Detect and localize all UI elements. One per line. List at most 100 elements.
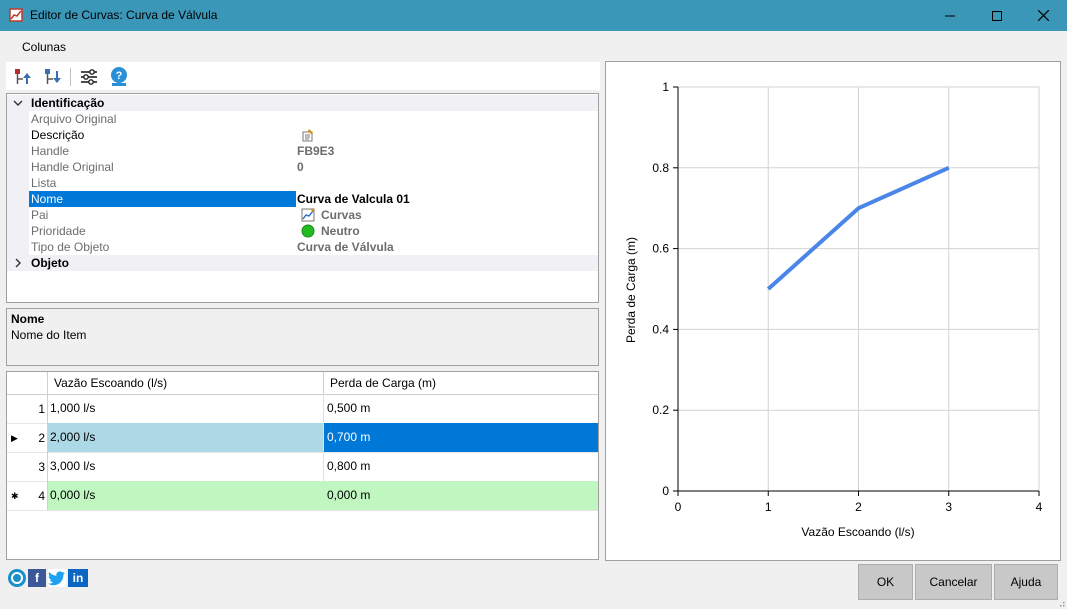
twitter-bird-icon (48, 571, 65, 586)
y-tick-label: 0.2 (652, 403, 669, 417)
cell-loss[interactable]: 0,700 m (324, 423, 598, 452)
category-objeto[interactable]: Objeto (7, 255, 598, 271)
help-dialog-button[interactable]: Ajuda (994, 564, 1058, 600)
property-name: Arquivo Original (31, 112, 117, 126)
site-link-icon[interactable] (8, 569, 26, 587)
row-gutter (7, 239, 29, 255)
chart-axes: 0 1 2 3 4 0 0.2 0.4 0.6 0.8 1 (652, 80, 1042, 514)
curve-editor-app-icon (9, 8, 23, 22)
edit-text-icon[interactable] (301, 128, 315, 142)
close-button[interactable] (1020, 0, 1066, 31)
help-button[interactable]: ? (108, 66, 130, 88)
table-row[interactable]: 3 3,000 l/s 0,800 m (7, 452, 598, 482)
cell-loss[interactable]: 0,800 m (327, 459, 371, 473)
column-header-flow[interactable]: Vazão Escoando (l/s) (48, 372, 324, 394)
property-name: Prioridade (31, 224, 86, 238)
window-title: Editor de Curvas: Curva de Válvula (30, 8, 218, 22)
row-number: 2 (38, 431, 45, 445)
resize-grip-icon[interactable] (1057, 599, 1065, 607)
property-row-arquivo-original[interactable]: Arquivo Original (7, 111, 598, 127)
property-value[interactable]: FB9E3 (297, 144, 335, 158)
property-value[interactable]: Curva de Válvula (297, 240, 394, 254)
cell-loss[interactable]: 0,000 m (324, 481, 598, 510)
property-value[interactable]: Curvas (297, 207, 597, 223)
row-gutter (7, 175, 29, 191)
cell-flow[interactable]: 3,000 l/s (48, 452, 324, 481)
property-row-prioridade[interactable]: Prioridade Neutro (7, 223, 598, 239)
chevron-right-icon[interactable] (13, 258, 23, 268)
chart-panel: 0 1 2 3 4 0 0.2 0.4 0.6 0.8 1 Vazão Escoando (l/s)… (605, 61, 1061, 561)
y-tick-label: 0.6 (652, 242, 669, 256)
minimize-button[interactable] (927, 0, 973, 31)
property-row-nome[interactable]: Nome Curva de Valcula 01 (7, 191, 598, 207)
property-value[interactable] (297, 175, 597, 191)
cancel-button[interactable]: Cancelar (915, 564, 992, 600)
y-tick-label: 0 (662, 484, 669, 498)
property-value[interactable]: Curva de Valcula 01 (297, 192, 410, 206)
minimize-icon (945, 15, 955, 16)
sliders-icon (81, 69, 97, 85)
property-value[interactable]: Neutro (297, 223, 597, 239)
property-row-handle-original[interactable]: Handle Original 0 (7, 159, 598, 175)
table-row-selected[interactable]: ▶ 2 2,000 l/s 0,700 m (7, 423, 598, 453)
chevron-down-icon[interactable] (13, 98, 23, 108)
x-tick-label: 2 (855, 500, 862, 514)
property-name: Tipo de Objeto (31, 240, 110, 254)
row-header[interactable]: 1 (7, 394, 48, 423)
row-gutter (7, 111, 29, 127)
property-row-handle[interactable]: Handle FB9E3 (7, 143, 598, 159)
close-icon (1037, 10, 1049, 21)
title-bar: Editor de Curvas: Curva de Válvula (0, 0, 1067, 31)
series-line (766, 165, 950, 291)
row-gutter (7, 127, 29, 143)
cell-loss[interactable]: 0,500 m (327, 401, 371, 415)
row-header[interactable]: ✱ 4 (7, 481, 48, 510)
table-row-new[interactable]: ✱ 4 0,000 l/s 0,000 m (7, 481, 598, 511)
y-tick-label: 0.4 (652, 322, 669, 336)
property-name: Handle (31, 144, 70, 158)
x-tick-label: 3 (945, 500, 952, 514)
table-header: Vazão Escoando (l/s) Perda de Carga (m) (7, 372, 598, 395)
property-name: Pai (31, 208, 49, 222)
cell-flow[interactable]: 1,000 l/s (48, 394, 324, 423)
table-row[interactable]: 1 1,000 l/s 0,500 m (7, 394, 598, 424)
y-axis-label: Perda de Carga (m) (624, 237, 638, 343)
move-up-icon (15, 69, 31, 84)
property-name: Handle Original (31, 160, 114, 174)
linkedin-letters: in (72, 571, 84, 585)
linkedin-icon[interactable]: in (68, 569, 88, 587)
cell-flow[interactable]: 2,000 l/s (48, 423, 324, 452)
row-gutter (7, 191, 29, 207)
x-tick-label: 1 (765, 500, 772, 514)
property-value[interactable] (297, 127, 597, 143)
row-header[interactable]: 3 (7, 452, 48, 481)
maximize-button[interactable] (974, 0, 1020, 31)
move-down-button[interactable] (42, 66, 64, 88)
twitter-icon[interactable] (48, 569, 66, 587)
move-up-button[interactable] (12, 66, 34, 88)
svg-text:?: ? (116, 70, 123, 82)
row-header[interactable]: ▶ 2 (7, 423, 48, 452)
category-identificacao[interactable]: Identificação (7, 95, 598, 111)
chart-series (766, 165, 950, 291)
property-row-lista[interactable]: Lista (7, 175, 598, 191)
category-label: Identificação (31, 96, 105, 110)
settings-button[interactable] (78, 66, 100, 88)
facebook-icon[interactable]: f (28, 569, 46, 587)
property-toolbar: ? (6, 62, 600, 90)
property-value[interactable]: 0 (297, 160, 304, 174)
property-row-pai[interactable]: Pai Curvas (7, 207, 598, 223)
column-header-loss[interactable]: Perda de Carga (m) (330, 376, 437, 390)
menu-colunas[interactable]: Colunas (22, 40, 67, 54)
facebook-letter: f (35, 571, 39, 585)
property-value[interactable] (297, 111, 597, 127)
cell-flow[interactable]: 0,000 l/s (48, 481, 324, 510)
x-tick-label: 0 (675, 500, 682, 514)
curve-points-table: Vazão Escoando (l/s) Perda de Carga (m) … (6, 371, 599, 560)
row-gutter (7, 159, 29, 175)
property-row-tipo-de-objeto[interactable]: Tipo de Objeto Curva de Válvula (7, 239, 598, 255)
property-value-text: Neutro (321, 224, 360, 238)
ok-button[interactable]: OK (858, 564, 913, 600)
property-row-descricao[interactable]: Descrição (7, 127, 598, 143)
menu-bar: Colunas (0, 31, 1067, 59)
